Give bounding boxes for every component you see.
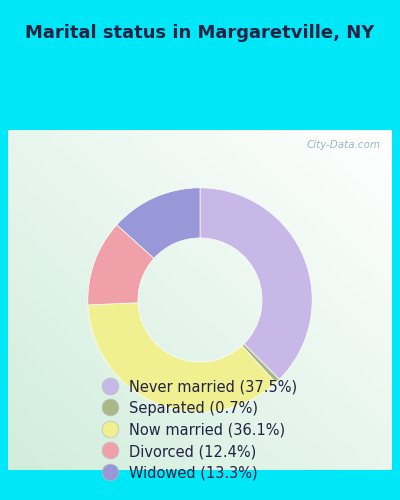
Wedge shape xyxy=(117,188,200,258)
Wedge shape xyxy=(200,188,312,380)
Text: Marital status in Margaretville, NY: Marital status in Margaretville, NY xyxy=(25,24,375,42)
Wedge shape xyxy=(88,224,154,305)
Legend: Never married (37.5%), Separated (0.7%), Now married (36.1%), Divorced (12.4%), : Never married (37.5%), Separated (0.7%),… xyxy=(96,372,304,488)
Text: City-Data.com: City-Data.com xyxy=(306,140,380,150)
Wedge shape xyxy=(88,302,276,412)
Wedge shape xyxy=(242,344,279,383)
